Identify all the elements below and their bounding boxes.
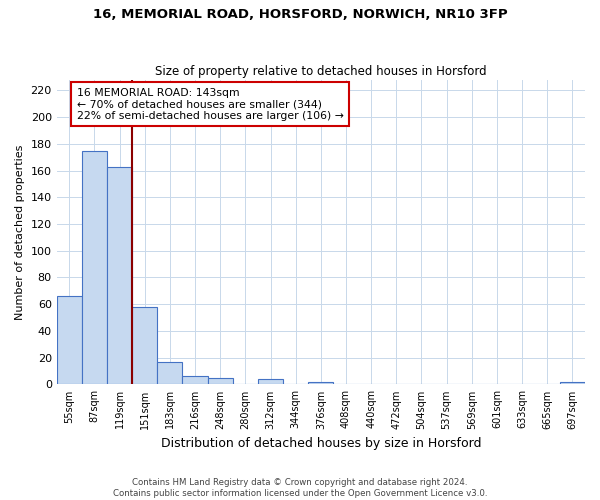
Title: Size of property relative to detached houses in Horsford: Size of property relative to detached ho… xyxy=(155,66,487,78)
Bar xyxy=(157,362,182,384)
X-axis label: Distribution of detached houses by size in Horsford: Distribution of detached houses by size … xyxy=(161,437,481,450)
Bar xyxy=(82,150,107,384)
Bar xyxy=(258,379,283,384)
Bar xyxy=(56,296,82,384)
Y-axis label: Number of detached properties: Number of detached properties xyxy=(15,144,25,320)
Bar xyxy=(560,382,585,384)
Bar xyxy=(208,378,233,384)
Bar xyxy=(107,166,132,384)
Text: Contains HM Land Registry data © Crown copyright and database right 2024.
Contai: Contains HM Land Registry data © Crown c… xyxy=(113,478,487,498)
Text: 16, MEMORIAL ROAD, HORSFORD, NORWICH, NR10 3FP: 16, MEMORIAL ROAD, HORSFORD, NORWICH, NR… xyxy=(92,8,508,20)
Bar xyxy=(132,307,157,384)
Bar xyxy=(182,376,208,384)
Text: 16 MEMORIAL ROAD: 143sqm
← 70% of detached houses are smaller (344)
22% of semi-: 16 MEMORIAL ROAD: 143sqm ← 70% of detach… xyxy=(77,88,344,121)
Bar xyxy=(308,382,334,384)
